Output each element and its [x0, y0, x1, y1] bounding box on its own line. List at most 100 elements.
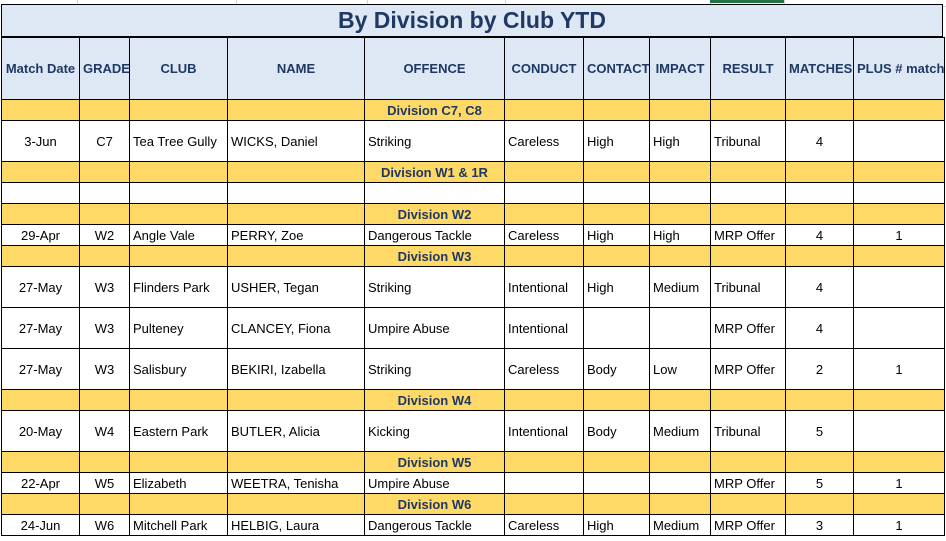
- offence-cell[interactable]: Striking: [364, 266, 505, 308]
- division-row-cell[interactable]: [1, 389, 80, 411]
- division-row-cell[interactable]: [129, 161, 228, 183]
- empty-cell[interactable]: [1, 182, 80, 204]
- offence-cell[interactable]: Striking: [364, 120, 505, 162]
- offence-cell[interactable]: Kicking: [364, 410, 505, 452]
- contact-cell[interactable]: [583, 307, 650, 349]
- division-row-cell[interactable]: [785, 161, 854, 183]
- matches-cell[interactable]: 5: [785, 410, 854, 452]
- matches-cell[interactable]: 3: [785, 514, 854, 536]
- division-row-cell[interactable]: [129, 389, 228, 411]
- plus-matches-cell[interactable]: 1: [853, 514, 945, 536]
- match-date-cell[interactable]: 3-Jun: [1, 120, 80, 162]
- division-row-cell[interactable]: [79, 451, 130, 473]
- header-impact[interactable]: IMPACT: [649, 37, 711, 100]
- matches-cell[interactable]: 4: [785, 307, 854, 349]
- division-label[interactable]: Division W2: [364, 203, 505, 225]
- conduct-cell[interactable]: [504, 472, 584, 494]
- division-row-cell[interactable]: [785, 245, 854, 267]
- match-date-cell[interactable]: 27-May: [1, 266, 80, 308]
- division-row-cell[interactable]: [227, 245, 365, 267]
- name-cell[interactable]: HELBIG, Laura: [227, 514, 365, 536]
- division-row-cell[interactable]: [583, 99, 650, 121]
- conduct-cell[interactable]: Intentional: [504, 266, 584, 308]
- division-row-cell[interactable]: [649, 99, 711, 121]
- conduct-cell[interactable]: Intentional: [504, 410, 584, 452]
- name-cell[interactable]: CLANCEY, Fiona: [227, 307, 365, 349]
- name-cell[interactable]: BUTLER, Alicia: [227, 410, 365, 452]
- division-row-cell[interactable]: [785, 203, 854, 225]
- plus-matches-cell[interactable]: [853, 307, 945, 349]
- grade-cell[interactable]: W5: [79, 472, 130, 494]
- contact-cell[interactable]: [583, 472, 650, 494]
- division-row-cell[interactable]: [79, 99, 130, 121]
- result-cell[interactable]: Tribunal: [710, 266, 786, 308]
- division-row-cell[interactable]: [227, 99, 365, 121]
- division-row-cell[interactable]: [583, 451, 650, 473]
- plus-matches-cell[interactable]: 1: [853, 224, 945, 246]
- name-cell[interactable]: WICKS, Daniel: [227, 120, 365, 162]
- result-cell[interactable]: Tribunal: [710, 120, 786, 162]
- name-cell[interactable]: USHER, Tegan: [227, 266, 365, 308]
- report-title-cell[interactable]: By Division by Club YTD: [1, 4, 943, 37]
- contact-cell[interactable]: Body: [583, 410, 650, 452]
- division-row-cell[interactable]: [1, 99, 80, 121]
- division-row-cell[interactable]: [710, 389, 786, 411]
- division-row-cell[interactable]: [853, 389, 945, 411]
- impact-cell[interactable]: Medium: [649, 410, 711, 452]
- header-name[interactable]: NAME: [227, 37, 365, 100]
- division-row-cell[interactable]: [785, 99, 854, 121]
- match-date-cell[interactable]: 22-Apr: [1, 472, 80, 494]
- division-label[interactable]: Division C7, C8: [364, 99, 505, 121]
- name-cell[interactable]: BEKIRI, Izabella: [227, 348, 365, 390]
- division-row-cell[interactable]: [853, 161, 945, 183]
- club-cell[interactable]: Elizabeth: [129, 472, 228, 494]
- division-row-cell[interactable]: [504, 99, 584, 121]
- conduct-cell[interactable]: Careless: [504, 120, 584, 162]
- division-row-cell[interactable]: [227, 389, 365, 411]
- division-row-cell[interactable]: [649, 203, 711, 225]
- header-club[interactable]: CLUB: [129, 37, 228, 100]
- division-row-cell[interactable]: [649, 451, 711, 473]
- division-row-cell[interactable]: [1, 203, 80, 225]
- empty-cell[interactable]: [227, 182, 365, 204]
- contact-cell[interactable]: Body: [583, 348, 650, 390]
- name-cell[interactable]: PERRY, Zoe: [227, 224, 365, 246]
- division-row-cell[interactable]: [853, 451, 945, 473]
- division-row-cell[interactable]: [504, 203, 584, 225]
- result-cell[interactable]: MRP Offer: [710, 472, 786, 494]
- offence-cell[interactable]: Dangerous Tackle: [364, 514, 505, 536]
- match-date-cell[interactable]: 24-Jun: [1, 514, 80, 536]
- division-row-cell[interactable]: [227, 203, 365, 225]
- offence-cell[interactable]: Striking: [364, 348, 505, 390]
- contact-cell[interactable]: High: [583, 224, 650, 246]
- name-cell[interactable]: WEETRA, Tenisha: [227, 472, 365, 494]
- division-row-cell[interactable]: [853, 203, 945, 225]
- empty-cell[interactable]: [79, 182, 130, 204]
- division-row-cell[interactable]: [129, 451, 228, 473]
- header-plus-matches-suspended[interactable]: PLUS # matches suspended: [853, 37, 945, 100]
- division-row-cell[interactable]: [710, 161, 786, 183]
- match-date-cell[interactable]: 29-Apr: [1, 224, 80, 246]
- division-label[interactable]: Division W3: [364, 245, 505, 267]
- empty-cell[interactable]: [504, 182, 584, 204]
- offence-cell[interactable]: Dangerous Tackle: [364, 224, 505, 246]
- division-row-cell[interactable]: [129, 99, 228, 121]
- header-result[interactable]: RESULT: [710, 37, 786, 100]
- empty-cell[interactable]: [710, 182, 786, 204]
- conduct-cell[interactable]: Careless: [504, 514, 584, 536]
- club-cell[interactable]: Tea Tree Gully: [129, 120, 228, 162]
- empty-cell[interactable]: [853, 182, 945, 204]
- division-row-cell[interactable]: [504, 389, 584, 411]
- division-row-cell[interactable]: [649, 493, 711, 515]
- division-row-cell[interactable]: [227, 493, 365, 515]
- result-cell[interactable]: Tribunal: [710, 410, 786, 452]
- header-contact[interactable]: CONTACT: [583, 37, 650, 100]
- club-cell[interactable]: Salisbury: [129, 348, 228, 390]
- division-label[interactable]: Division W5: [364, 451, 505, 473]
- contact-cell[interactable]: High: [583, 514, 650, 536]
- division-row-cell[interactable]: [129, 203, 228, 225]
- matches-cell[interactable]: 4: [785, 120, 854, 162]
- empty-cell[interactable]: [364, 182, 505, 204]
- offence-cell[interactable]: Umpire Abuse: [364, 307, 505, 349]
- division-row-cell[interactable]: [710, 203, 786, 225]
